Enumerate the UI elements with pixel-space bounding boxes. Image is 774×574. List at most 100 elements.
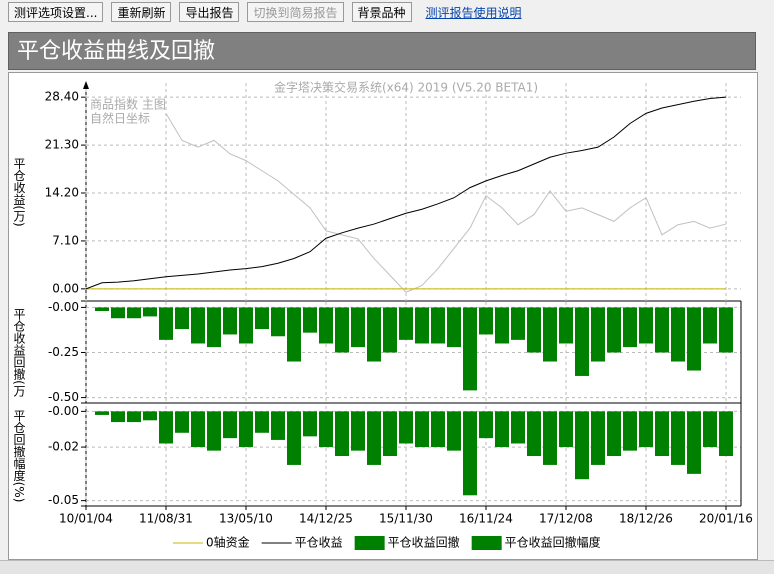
y-tick-label: -0.00 <box>48 404 79 418</box>
bar <box>287 307 301 362</box>
bar <box>159 411 173 444</box>
bar <box>303 411 317 437</box>
header: 平仓收益曲线及回撤 <box>8 32 756 70</box>
y-axis-label: 平仓收益回撤(万 <box>12 308 26 397</box>
chart: 金字塔决策交易系统(x64) 2019 (V5.20 BETA1) 商品指数 主图… <box>8 72 758 560</box>
line <box>165 113 727 293</box>
bar <box>623 411 637 451</box>
bar <box>399 411 413 444</box>
bar <box>367 411 381 465</box>
bar <box>95 307 109 312</box>
bar <box>335 411 349 456</box>
bar <box>111 411 125 423</box>
bar <box>399 307 413 340</box>
legend-label: 平仓收益 <box>295 536 343 550</box>
x-tick-label: 17/12/08 <box>539 512 593 526</box>
bar <box>415 411 429 448</box>
bar <box>543 411 557 465</box>
bar <box>495 411 509 448</box>
bar <box>447 307 461 348</box>
bar <box>143 307 157 317</box>
legend-swatch <box>471 536 502 550</box>
toolbar: 测评选项设置... 重新刷新 导出报告 切换到简易报告 背景品种 测评报告使用说… <box>8 2 522 22</box>
bar <box>239 307 253 344</box>
bar <box>559 411 573 448</box>
bar <box>351 307 365 348</box>
bar <box>639 307 653 344</box>
bar <box>111 307 125 319</box>
bar <box>655 411 669 456</box>
bar <box>655 307 669 353</box>
legend-label: 0轴资金 <box>206 535 250 550</box>
annotation: 自然日坐标 <box>90 111 150 126</box>
bar <box>623 307 637 348</box>
bar <box>639 411 653 448</box>
button[interactable]: 背景品种 <box>351 2 412 22</box>
bar <box>479 411 493 439</box>
x-tick-label: 13/05/10 <box>219 512 273 526</box>
bar <box>191 307 205 344</box>
y-tick-label: -0.02 <box>48 440 79 454</box>
bar <box>703 411 717 448</box>
bar <box>687 411 701 474</box>
y-axis-label: 平仓回撤幅度(%) <box>12 410 26 503</box>
bar <box>671 307 685 362</box>
bar <box>335 307 349 353</box>
bar <box>303 307 317 333</box>
bar <box>319 307 333 344</box>
bar <box>383 307 397 353</box>
y-tick-label: -0.00 <box>48 300 79 314</box>
bar <box>207 411 221 451</box>
button[interactable]: 导出报告 <box>179 2 240 22</box>
bar <box>351 411 365 451</box>
bar <box>479 307 493 335</box>
bar <box>191 411 205 448</box>
button[interactable]: 测评选项设置... <box>8 2 104 22</box>
annotation: 商品指数 主图 <box>90 97 166 112</box>
bar <box>287 411 301 465</box>
bar <box>271 307 285 337</box>
bar <box>607 307 621 353</box>
bar <box>719 411 733 456</box>
bar <box>127 307 141 319</box>
y-tick-label: 7.10 <box>52 233 79 247</box>
bar <box>495 307 509 344</box>
y-tick-label: 28.40 <box>45 90 79 104</box>
chart-title: 金字塔决策交易系统(x64) 2019 (V5.20 BETA1) <box>274 80 538 95</box>
bar <box>431 307 445 344</box>
legend-label: 平仓收益回撤 <box>388 535 460 550</box>
x-tick-label: 18/12/26 <box>619 512 673 526</box>
bar <box>591 411 605 465</box>
bar <box>95 411 109 415</box>
bar <box>447 411 461 451</box>
bar <box>431 411 445 448</box>
bar <box>127 411 141 423</box>
bar <box>367 307 381 362</box>
y-tick-label: 21.30 <box>45 138 79 152</box>
bar <box>415 307 429 344</box>
bar <box>255 411 269 433</box>
bar <box>239 411 253 448</box>
bar <box>175 411 189 433</box>
y-tick-label: -0.25 <box>48 345 79 359</box>
bar <box>175 307 189 330</box>
y-tick-label: 14.20 <box>45 186 79 200</box>
bar <box>703 307 717 344</box>
bar <box>671 411 685 465</box>
x-tick-label: 11/08/31 <box>139 512 193 526</box>
line <box>85 96 727 290</box>
x-tick-label: 14/12/25 <box>299 512 353 526</box>
bar <box>607 411 621 456</box>
bar <box>511 411 525 444</box>
bar <box>687 307 701 371</box>
button[interactable]: 重新刷新 <box>111 2 172 22</box>
bar <box>543 307 557 362</box>
legend-swatch <box>354 536 385 550</box>
bar <box>527 411 541 456</box>
bar <box>575 307 589 376</box>
bar <box>223 411 237 439</box>
bar <box>383 411 397 456</box>
link[interactable]: 测评报告使用说明 <box>425 5 522 20</box>
bar <box>463 307 477 391</box>
